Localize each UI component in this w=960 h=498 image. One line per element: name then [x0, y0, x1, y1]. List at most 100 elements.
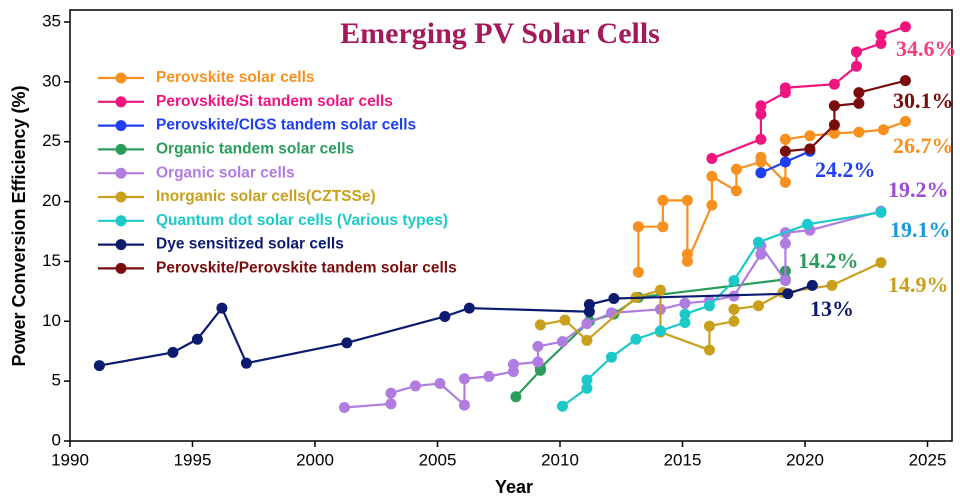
- data-point: [581, 382, 593, 394]
- data-point: [191, 333, 203, 345]
- data-point: [752, 236, 764, 248]
- data-point: [338, 401, 350, 413]
- y-tick-label: 20: [42, 191, 61, 210]
- data-point: [755, 133, 767, 145]
- annotation: 24.2%: [815, 157, 876, 182]
- legend-label: Organic solar cells: [156, 164, 295, 181]
- data-point: [581, 374, 593, 386]
- data-point: [703, 300, 715, 312]
- x-tick-label: 2025: [909, 450, 947, 469]
- legend-marker: [115, 143, 127, 155]
- data-point: [93, 360, 105, 372]
- data-point: [826, 279, 838, 291]
- x-tick-label: 2010: [541, 450, 579, 469]
- data-point: [779, 176, 791, 188]
- data-point: [556, 336, 568, 348]
- annotation: 30.1%: [893, 88, 954, 113]
- data-point: [654, 325, 666, 337]
- y-tick-label: 30: [42, 71, 61, 90]
- data-point: [679, 308, 691, 320]
- legend-marker: [115, 167, 127, 179]
- legend-marker: [115, 262, 127, 274]
- data-point: [657, 194, 669, 206]
- data-point: [853, 126, 865, 138]
- data-point: [556, 400, 568, 412]
- data-point: [728, 303, 740, 315]
- annotation: 34.6%: [896, 36, 957, 61]
- data-point: [532, 340, 544, 352]
- y-tick-label: 5: [52, 371, 61, 390]
- data-point: [804, 143, 816, 155]
- data-point: [752, 300, 764, 312]
- data-point: [654, 284, 666, 296]
- data-point: [806, 279, 818, 291]
- annotation: 13%: [810, 296, 854, 321]
- data-point: [581, 334, 593, 346]
- legend-label: Dye sensitized solar cells: [156, 236, 344, 253]
- data-point: [755, 151, 767, 163]
- data-point: [853, 97, 865, 109]
- data-point: [828, 127, 840, 139]
- legend-label: Perovskite/CIGS tandem solar cells: [156, 117, 416, 134]
- data-point: [877, 124, 889, 136]
- data-point: [534, 319, 546, 331]
- x-tick-label: 2000: [296, 450, 334, 469]
- data-point: [458, 399, 470, 411]
- data-point: [681, 255, 693, 267]
- annotation: 19.2%: [888, 177, 949, 202]
- data-point: [483, 370, 495, 382]
- series-line: [785, 79, 906, 153]
- data-point: [875, 206, 887, 218]
- data-point: [779, 275, 791, 287]
- data-point: [801, 218, 813, 230]
- data-point: [510, 391, 522, 403]
- annotation: 19.1%: [890, 217, 951, 242]
- data-point: [632, 221, 644, 233]
- data-point: [804, 130, 816, 142]
- data-point: [779, 156, 791, 168]
- data-point: [850, 60, 862, 72]
- data-point: [167, 346, 179, 358]
- x-tick-label: 2015: [664, 450, 702, 469]
- y-tick-label: 10: [42, 311, 61, 330]
- x-tick-label: 2020: [786, 450, 824, 469]
- data-point: [583, 299, 595, 311]
- data-point: [779, 237, 791, 249]
- data-point: [434, 378, 446, 390]
- data-point: [706, 199, 718, 211]
- data-point: [899, 75, 911, 87]
- data-point: [240, 357, 252, 369]
- data-point: [341, 337, 353, 349]
- y-tick-label: 15: [42, 251, 61, 270]
- data-point: [755, 100, 767, 112]
- annotation: 14.2%: [798, 248, 859, 273]
- series-line: [637, 120, 906, 273]
- data-point: [779, 145, 791, 157]
- legend-marker: [115, 239, 127, 251]
- data-point: [828, 78, 840, 90]
- data-point: [385, 387, 397, 399]
- chart-title: Emerging PV Solar Cells: [340, 17, 660, 50]
- data-point: [782, 288, 794, 300]
- legend-label: Organic tandem solar cells: [156, 140, 354, 157]
- data-point: [657, 221, 669, 233]
- data-point: [728, 275, 740, 287]
- data-point: [728, 315, 740, 327]
- legend-label: Perovskite/Perovskite tandem solar cells: [156, 259, 457, 276]
- legend-marker: [115, 72, 127, 84]
- data-point: [532, 356, 544, 368]
- x-tick-label: 2005: [419, 450, 457, 469]
- data-point: [730, 185, 742, 197]
- data-point: [581, 318, 593, 330]
- data-point: [632, 266, 644, 278]
- data-point: [679, 297, 691, 309]
- legend-marker: [115, 96, 127, 108]
- legend-marker: [115, 215, 127, 227]
- y-tick-label: 0: [52, 430, 61, 449]
- x-axis-label: Year: [495, 477, 533, 497]
- data-point: [875, 38, 887, 50]
- legend-marker: [115, 191, 127, 203]
- data-point: [853, 87, 865, 99]
- data-point: [850, 46, 862, 58]
- legend-marker: [115, 120, 127, 132]
